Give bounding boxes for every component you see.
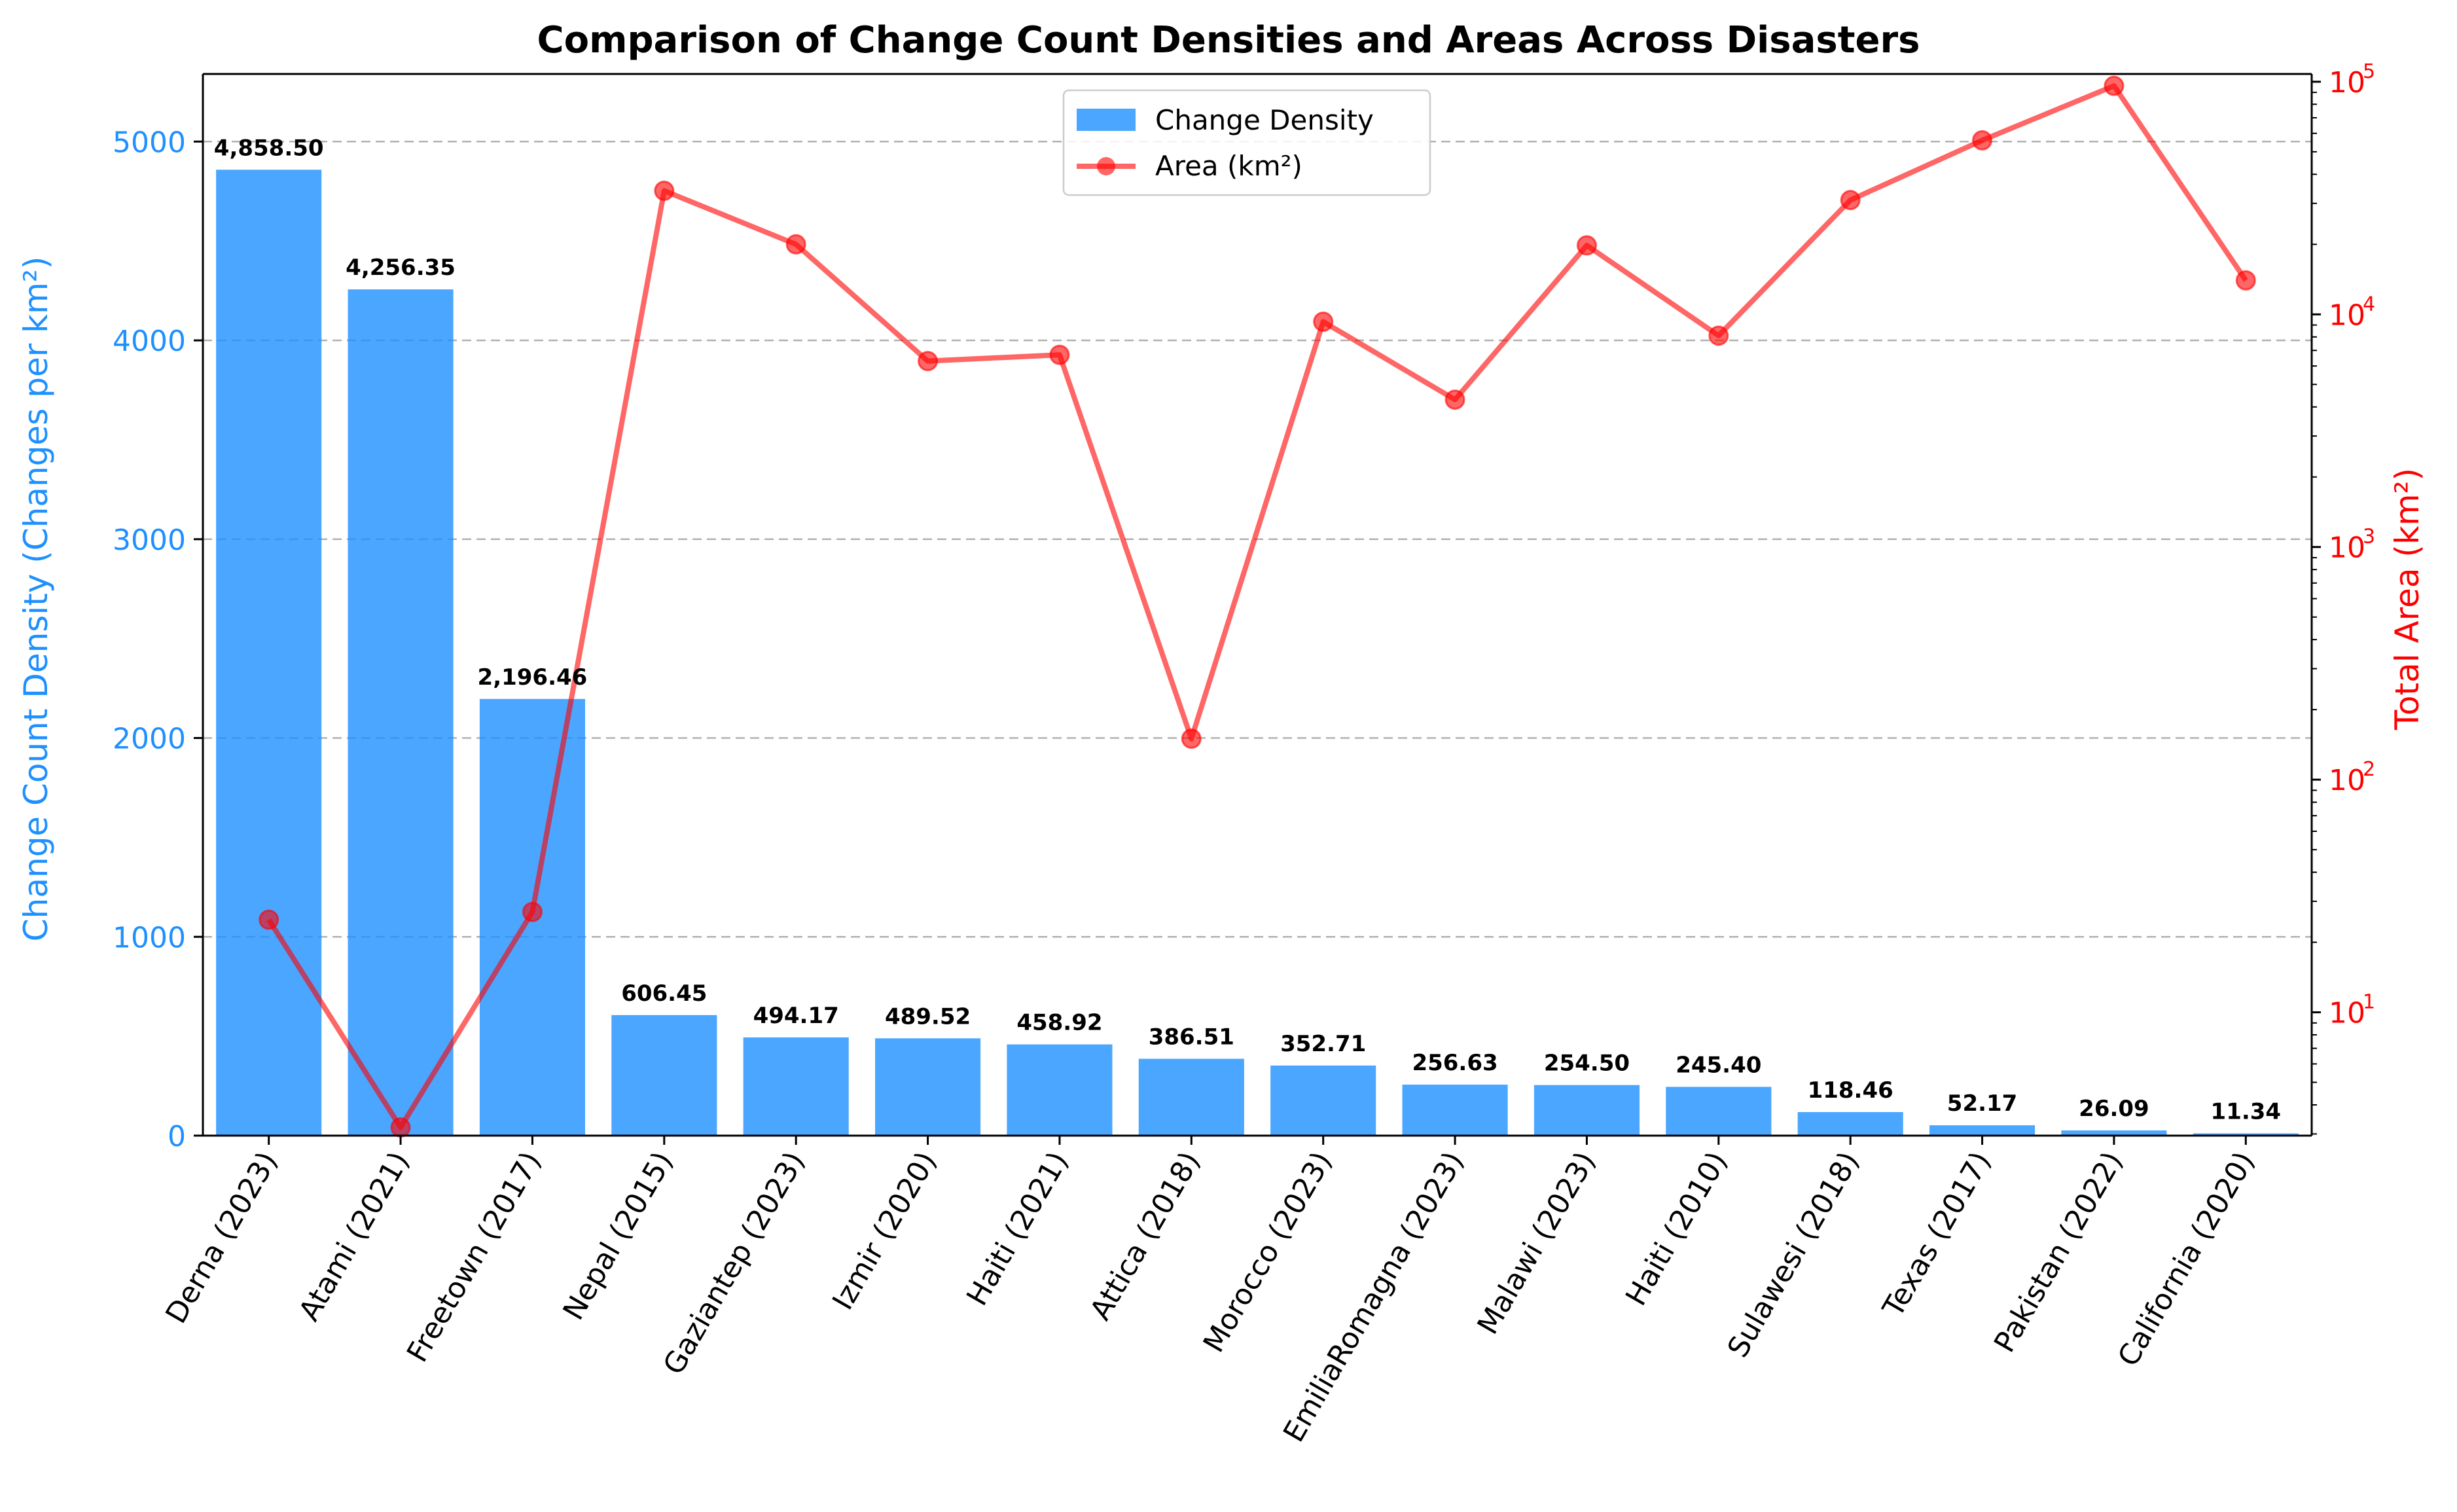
- bar-value-label: 4,256.35: [346, 255, 456, 281]
- bar: [875, 1038, 981, 1136]
- bar: [1007, 1044, 1113, 1136]
- area-point: [785, 234, 806, 255]
- bar-value-label: 489.52: [885, 1003, 971, 1030]
- y-right-tick-exponent: 3: [2363, 526, 2375, 549]
- x-tick-label: Sulawesi (2018): [1721, 1146, 1866, 1363]
- x-tick-label: Morocco (2023): [1197, 1146, 1338, 1358]
- area-point: [390, 1117, 411, 1138]
- bar-value-label: 245.40: [1676, 1052, 1761, 1078]
- area-point: [1313, 312, 1334, 333]
- y-left-tick-label: 1000: [113, 921, 186, 954]
- x-tick-label: Attica (2018): [1084, 1146, 1207, 1325]
- y-right-tick-base: 10: [2329, 531, 2365, 565]
- bar: [1666, 1087, 1772, 1136]
- bar-value-label: 606.45: [621, 981, 707, 1007]
- legend-swatch-marker: [1097, 157, 1115, 175]
- bar-value-label: 11.34: [2211, 1099, 2282, 1125]
- bar: [611, 1015, 717, 1136]
- y-right-tick-base: 10: [2329, 298, 2365, 332]
- bar-value-label: 352.71: [1280, 1031, 1366, 1057]
- legend-label: Change Density: [1155, 104, 1374, 136]
- bar-value-label: 458.92: [1016, 1010, 1102, 1036]
- x-tick-label: Haiti (2010): [1619, 1146, 1734, 1311]
- y-right-tick-base: 10: [2329, 997, 2365, 1030]
- area-point: [1840, 190, 1861, 211]
- legend-label: Area (km²): [1155, 150, 1302, 182]
- bars-layer: [216, 170, 2299, 1136]
- y-left-tick-label: 5000: [113, 126, 186, 159]
- bar-value-label: 254.50: [1544, 1051, 1630, 1077]
- legend-box: [1062, 89, 1431, 196]
- bar-value-label: 494.17: [753, 1003, 839, 1029]
- x-tick-label: Gaziantep (2023): [657, 1146, 812, 1380]
- bar-value-label: 52.17: [1947, 1090, 2018, 1117]
- bar: [348, 289, 454, 1136]
- bar-value-label: 4,858.50: [214, 135, 324, 161]
- labels-layer: 4,858.50 4,256.35 2,196.46 606.45 494.17 489.…: [214, 135, 2281, 1125]
- legend-swatch-bar: [1077, 109, 1136, 131]
- bar: [2061, 1130, 2167, 1136]
- x-tick-label: Atami (2021): [293, 1146, 416, 1327]
- y-right-tick-label: 105: [2329, 60, 2375, 99]
- y-right-tick-label: 101: [2329, 991, 2375, 1030]
- y-right-tick-exponent: 4: [2363, 293, 2375, 315]
- legend: Change Density Area (km²): [1062, 89, 1431, 196]
- y-right-tick-base: 10: [2329, 66, 2365, 99]
- area-point: [654, 180, 675, 201]
- bar-value-label: 256.63: [1412, 1050, 1498, 1076]
- x-tick-label: Derna (2023): [159, 1146, 284, 1329]
- bar-value-label: 2,196.46: [478, 664, 588, 691]
- bar: [1402, 1085, 1508, 1136]
- x-tick-label: Nepal (2015): [556, 1146, 679, 1325]
- y-right-axis-title: Total Area (km²): [2388, 468, 2426, 730]
- bar-value-label: 386.51: [1149, 1024, 1234, 1051]
- y-left-axis-title: Change Count Density (Changes per km²): [17, 257, 55, 942]
- y-right-tick-exponent: 1: [2363, 991, 2375, 1014]
- y-left-tick-label: 4000: [113, 325, 186, 358]
- area-point: [1708, 325, 1729, 346]
- area-line: [266, 83, 2248, 1130]
- y-right-tick-exponent: 5: [2363, 60, 2375, 83]
- y-right-tick-base: 10: [2329, 764, 2365, 797]
- bar: [2193, 1133, 2299, 1136]
- line-layer: [259, 75, 2256, 1138]
- y-right-tick-label: 104: [2329, 293, 2375, 332]
- area-point: [522, 901, 543, 922]
- y-right-tick-label: 102: [2329, 758, 2375, 797]
- area-point: [1049, 344, 1070, 365]
- y-right-tick-exponent: 2: [2363, 758, 2375, 781]
- bar-value-label: 118.46: [1808, 1077, 1893, 1104]
- area-point: [918, 351, 939, 372]
- y-right-tick-label: 103: [2329, 526, 2375, 565]
- bar: [1270, 1065, 1376, 1136]
- bar-value-label: 26.09: [2079, 1096, 2149, 1122]
- area-point: [259, 909, 279, 930]
- x-tick-label: Izmir (2020): [826, 1146, 943, 1316]
- x-tick-label: Malawi (2023): [1471, 1146, 1602, 1340]
- area-point: [1576, 235, 1597, 256]
- x-tick-label: Pakistan (2022): [1988, 1146, 2129, 1358]
- bar: [1797, 1112, 1903, 1136]
- y-left-tick-label: 0: [168, 1120, 186, 1153]
- x-tick-label: Haiti (2021): [960, 1146, 1075, 1311]
- y-left-tick-label: 2000: [113, 723, 186, 756]
- bar: [216, 170, 322, 1136]
- bar: [1533, 1085, 1640, 1136]
- area-point: [2235, 270, 2256, 291]
- x-tick-label: California (2020): [2111, 1146, 2261, 1372]
- area-point: [1972, 130, 1993, 151]
- bar: [1929, 1125, 2036, 1136]
- area-point: [1444, 389, 1465, 410]
- bar: [743, 1037, 849, 1136]
- chart-title: Comparison of Change Count Densities and…: [537, 19, 1920, 62]
- y-left-tick-label: 3000: [113, 524, 186, 557]
- x-tick-label: Freetown (2017): [401, 1146, 548, 1368]
- area-point: [1181, 729, 1202, 749]
- x-tick-label: Texas (2017): [1876, 1146, 1998, 1323]
- area-point: [2104, 75, 2125, 96]
- bar: [1138, 1058, 1244, 1136]
